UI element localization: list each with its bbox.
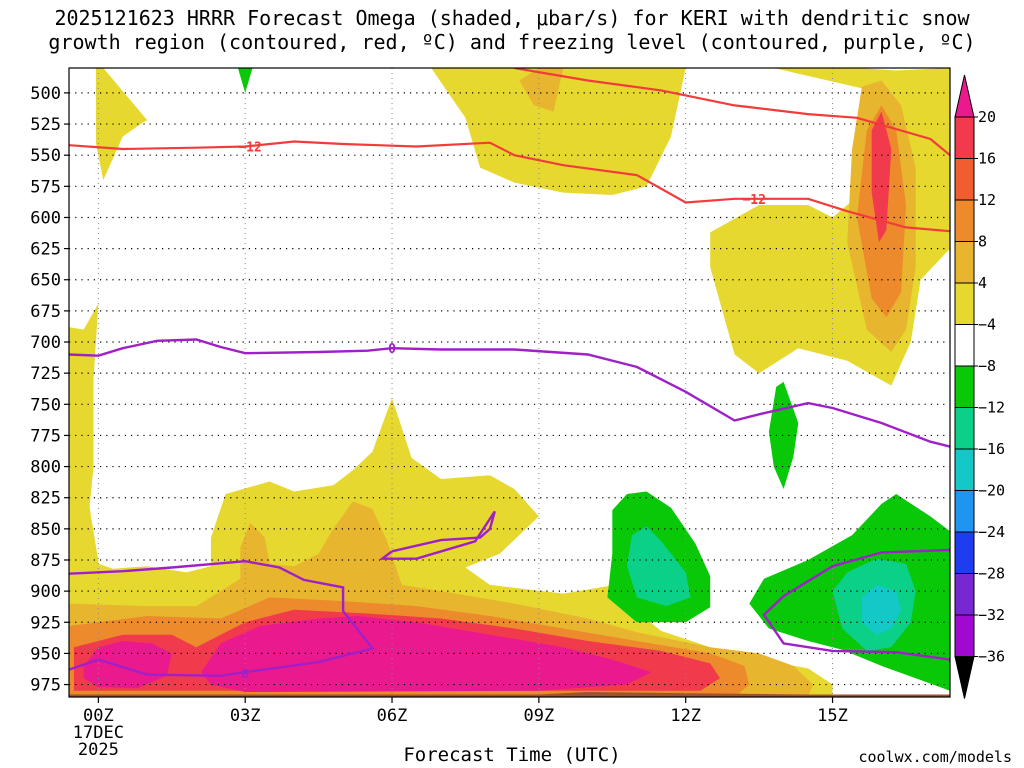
freezing-level-contour-3 [762,548,950,661]
colorbar: 20 16 12 8 4 −4 −8 −12 −16 −20 −24 −28 −32 −36 [954,74,1005,699]
colorbar-label-12: −32 [978,606,1005,624]
temperature-contours [69,68,950,678]
omega-neg8-region-11z [627,526,691,607]
colorbar-bin-11 [954,573,975,616]
contour-labels: −12 −12 0 0 [238,140,766,682]
colorbar-bin-9 [954,490,975,533]
y-tick-label-800: 800 [30,458,61,478]
y-tick-label-500: 500 [30,84,61,104]
credit-text: coolwx.com/models [858,748,1012,766]
omega-20-region-right [871,111,892,243]
colorbar-bin-10 [954,531,975,574]
freeze-contour-label-bottom: 0 [241,667,249,682]
x-tick-label-0: 00Z [83,706,114,726]
y-tick-label-775: 775 [30,426,61,446]
colorbar-label-5: −4 [978,316,996,334]
y-tick-label-700: 700 [30,333,61,353]
colorbar-label-8: −16 [978,440,1005,458]
ground-surface [69,692,950,697]
freezing-level-contour-0 [69,338,950,448]
y-tick-label-550: 550 [30,146,61,166]
title-line-2: growth region (contoured, red, ºC) and f… [48,30,976,54]
snow-contour-label-left: −12 [238,140,261,155]
x-tick-label-12: 12Z [670,706,701,726]
y-tick-label-900: 900 [30,582,61,602]
colorbar-label-11: −28 [978,565,1005,583]
grid-lines [69,68,950,697]
colorbar-label-13: −36 [978,648,1005,666]
y-tick-label-975: 975 [30,676,61,696]
freezing-level-contour-1 [69,559,375,678]
chart-title: 2025121623 HRRR Forecast Omega (shaded, … [0,6,1024,54]
pressure-axis: 500 525 550 575 600 625 650 675 700 725 750 775 800 8… [30,84,69,696]
colorbar-bin-8 [954,448,975,491]
y-tick-label-750: 750 [30,395,61,415]
y-tick-label-925: 925 [30,613,61,633]
omega-shading [69,68,950,697]
colorbar-label-6: −8 [978,357,996,375]
freezing-level-contour-2 [378,510,496,560]
title-line-1: 2025121623 HRRR Forecast Omega (shaded, … [54,6,970,30]
omega-4-region-top-center [431,68,686,195]
snow-contour-label-right: −12 [742,193,765,208]
y-tick-label-575: 575 [30,177,61,197]
colorbar-bin-4 [954,282,975,325]
y-tick-label-850: 850 [30,520,61,540]
freeze-contour-label-top: 0 [388,342,396,357]
omega-8-region-top-center [519,68,564,112]
x-tick-label-9: 09Z [524,706,555,726]
omega-neg12-region-15z [861,584,902,635]
y-tick-label-650: 650 [30,271,61,291]
x-tick-label-15: 15Z [817,706,848,726]
colorbar-label-7: −12 [978,399,1005,417]
y-tick-label-525: 525 [30,115,61,135]
colorbar-bin-7 [954,407,975,450]
x-axis-label: Forecast Time (UTC) [403,744,621,766]
date-label-line-0: 17DEC [73,723,124,743]
omega-neg4-region-14z [768,381,799,489]
snow-growth-contour-0 [69,140,950,233]
omega-4-region-top-left [95,68,148,181]
omega-neg4-region-top [237,68,253,93]
colorbar-bin-2 [954,199,975,242]
colorbar-label-10: −24 [978,523,1005,541]
colorbar-bin-5 [954,324,975,367]
colorbar-label-9: −20 [978,482,1005,500]
colorbar-label-0: 20 [978,108,996,126]
x-tick-label-6: 06Z [377,706,408,726]
colorbar-bin-3 [954,241,975,284]
snow-growth-contour-1 [514,68,950,157]
colorbar-top-arrow [954,74,975,118]
y-tick-label-875: 875 [30,551,61,571]
date-label-line-1: 2025 [78,740,119,760]
omega-4-region-left-tall [69,303,99,592]
colorbar-label-2: 12 [978,191,996,209]
colorbar-bin-1 [954,158,975,201]
plot-frame [68,67,951,698]
x-tick-label-3: 03Z [230,706,261,726]
colorbar-bin-0 [954,116,975,159]
colorbar-bin-12 [954,614,975,657]
y-tick-label-600: 600 [30,208,61,228]
y-tick-label-675: 675 [30,302,61,322]
colorbar-bin-6 [954,365,975,408]
colorbar-bottom-arrow [954,656,975,699]
y-tick-label-625: 625 [30,240,61,260]
y-tick-label-825: 825 [30,489,61,509]
y-tick-label-950: 950 [30,644,61,664]
y-tick-label-725: 725 [30,364,61,384]
colorbar-label-1: 16 [978,150,996,168]
colorbar-label-3: 8 [978,233,987,251]
colorbar-label-4: 4 [978,274,987,292]
